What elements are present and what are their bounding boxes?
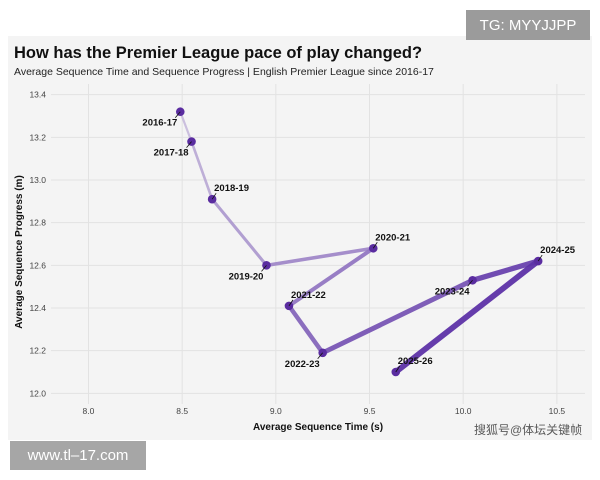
chart-subtitle: Average Sequence Time and Sequence Progr…	[14, 66, 434, 78]
x-tick-label: 9.0	[270, 406, 282, 416]
trajectory-segment	[320, 277, 476, 356]
season-label: 2017-18	[154, 148, 189, 159]
chart-card	[8, 36, 592, 440]
y-tick-label: 12.4	[29, 303, 46, 313]
label-leader	[395, 365, 401, 373]
trajectory-segment	[469, 258, 541, 283]
label-leader	[211, 192, 217, 200]
trajectory-segment	[210, 197, 269, 267]
season-label: 2025-26	[398, 356, 433, 367]
x-tick-label: 8.0	[83, 406, 95, 416]
y-axis-title: Average Sequence Progress (m)	[14, 175, 25, 329]
season-label: 2020-21	[375, 232, 411, 243]
season-label: 2019-20	[229, 271, 264, 282]
x-tick-label: 10.0	[455, 406, 472, 416]
y-tick-label: 12.0	[29, 388, 46, 398]
season-label: 2022-23	[285, 359, 320, 370]
y-tick-label: 13.0	[29, 175, 46, 185]
season-point	[284, 301, 294, 311]
label-leader	[288, 299, 294, 307]
label-leader	[186, 141, 192, 148]
trajectory-segment	[286, 246, 376, 308]
label-leader	[317, 352, 323, 360]
tg-badge: TG: MYYJJPP	[466, 10, 590, 40]
label-leader	[467, 280, 473, 287]
x-tick-label: 10.5	[549, 406, 566, 416]
trajectory-lines	[179, 110, 542, 375]
x-tick-label: 9.5	[364, 406, 376, 416]
label-leader	[372, 242, 378, 249]
chart-title: How has the Premier League pace of play …	[14, 44, 423, 62]
season-label: 2016-17	[142, 118, 177, 129]
season-label: 2018-19	[214, 183, 249, 194]
trajectory-segment	[392, 258, 542, 375]
trajectory-segment	[190, 140, 214, 201]
axis-labels: 8.0 8.5 9.0 9.5 10.0 10.5 12.0 12.2 12.4 12.6 12.8…	[14, 90, 565, 433]
label-leader	[174, 111, 181, 118]
y-tick-label: 13.4	[29, 90, 46, 100]
trajectory-segment	[179, 110, 193, 143]
x-tick-label: 8.5	[176, 406, 188, 416]
y-tick-label: 12.8	[29, 218, 46, 228]
season-label: 2023-24	[435, 286, 471, 297]
label-leader	[537, 254, 543, 262]
site-badge: www.tl–17.com	[10, 441, 146, 470]
season-labels: 2016-17 2017-18 2018-19 2019-20 2020-21 2021-…	[142, 111, 576, 373]
label-leader	[261, 265, 267, 272]
y-tick-label: 12.6	[29, 260, 46, 270]
season-label: 2021-22	[291, 290, 326, 301]
trajectory-segment	[286, 303, 325, 356]
grid-lines	[51, 84, 585, 404]
y-tick-label: 12.2	[29, 346, 46, 356]
y-tick-label: 13.2	[29, 132, 46, 142]
x-axis-title: Average Sequence Time (s)	[253, 422, 383, 433]
watermark-text: 搜狐号@体坛关键帧	[474, 423, 583, 437]
season-label: 2024-25	[540, 245, 576, 256]
season-point	[533, 256, 543, 266]
trajectory-segment	[264, 246, 376, 268]
